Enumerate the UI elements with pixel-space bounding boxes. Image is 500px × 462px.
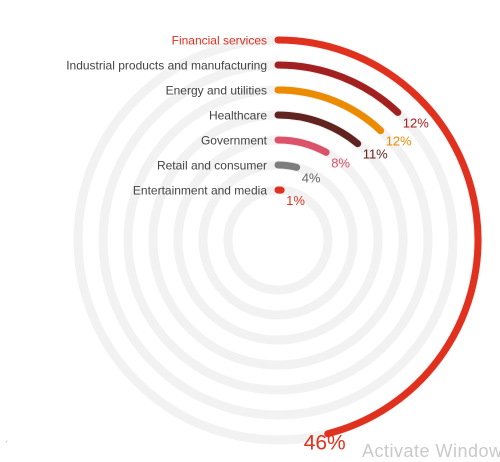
bar-government — [278, 140, 326, 152]
category-label-entertainment-and-media: Entertainment and media — [133, 184, 267, 198]
value-label-energy-and-utilities: 12% — [386, 134, 412, 149]
value-label-government: 8% — [331, 155, 350, 170]
bar-retail-and-consumer — [278, 165, 297, 167]
value-label-retail-and-consumer: 4% — [302, 170, 321, 185]
value-label-industrial-products-and-manufacturing: 12% — [403, 115, 429, 130]
category-label-retail-and-consumer: Retail and consumer — [157, 159, 267, 173]
grid-ring — [228, 190, 328, 290]
value-label-healthcare: 11% — [363, 147, 388, 162]
corner-mark: ´ — [5, 440, 9, 452]
category-label-financial-services: Financial services — [172, 34, 267, 48]
category-label-government: Government — [201, 134, 268, 148]
category-label-healthcare: Healthcare — [209, 109, 267, 123]
value-label-financial-services: 46% — [304, 432, 346, 455]
category-label-energy-and-utilities: Energy and utilities — [166, 84, 267, 98]
category-label-industrial-products-and-manufacturing: Industrial products and manufacturing — [66, 59, 267, 73]
os-activation-watermark: Activate Windows — [362, 441, 500, 462]
grid-ring — [128, 90, 428, 390]
value-label-entertainment-and-media: 1% — [286, 193, 305, 208]
